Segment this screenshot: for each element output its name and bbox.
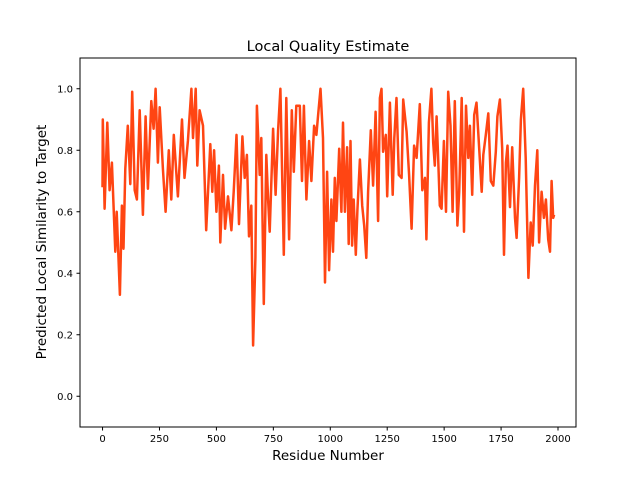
- plot-area: [101, 87, 556, 347]
- x-tick-label: 1000: [318, 434, 343, 445]
- y-tick-label: 0.0: [57, 392, 73, 403]
- y-tick-label: 0.2: [57, 330, 73, 341]
- x-axis-ticks: 0 250 500 750 1000 1250 1500 1750 2000: [99, 427, 571, 445]
- x-tick-label: 1750: [488, 434, 513, 445]
- y-tick-label: 0.6: [57, 207, 73, 218]
- x-tick-label: 750: [264, 434, 283, 445]
- x-axis-label: Residue Number: [272, 448, 384, 464]
- y-axis-label: Predicted Local Similarity to Target: [34, 125, 50, 360]
- y-tick-label: 0.4: [57, 269, 73, 280]
- y-tick-label: 1.0: [57, 84, 73, 95]
- x-tick-label: 500: [207, 434, 226, 445]
- y-axis-ticks: 0.0 0.2 0.4 0.6 0.8 1.0: [57, 84, 80, 403]
- x-tick-label: 0: [99, 434, 105, 445]
- axes-frame: [79, 57, 577, 428]
- series-line: [101, 87, 556, 347]
- y-tick-label: 0.8: [57, 146, 73, 157]
- x-tick-label: 2000: [545, 434, 570, 445]
- chart-title: Local Quality Estimate: [247, 39, 410, 55]
- x-tick-label: 1250: [374, 434, 399, 445]
- x-tick-label: 1500: [431, 434, 456, 445]
- x-tick-label: 250: [150, 434, 169, 445]
